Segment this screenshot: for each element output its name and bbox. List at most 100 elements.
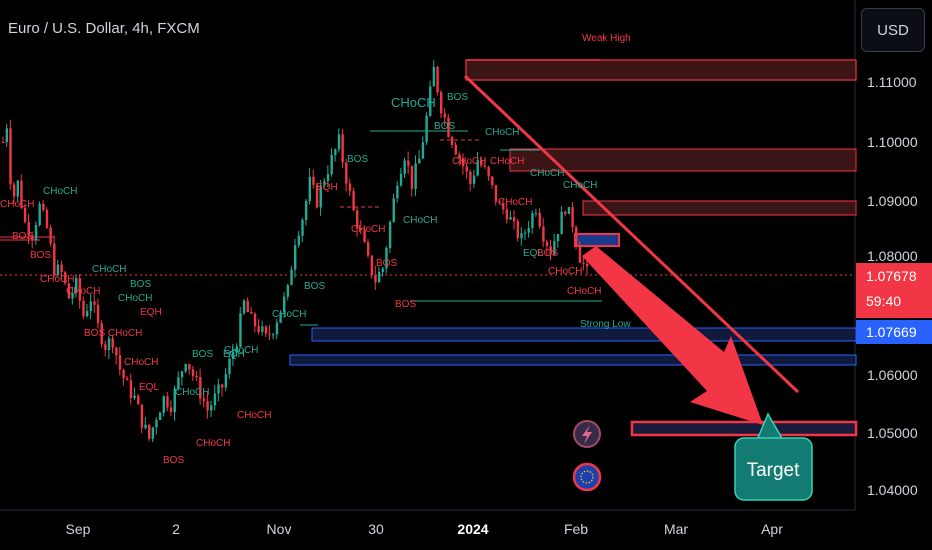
candle-body bbox=[221, 384, 224, 388]
candle-body bbox=[199, 377, 202, 399]
candle-body bbox=[158, 412, 162, 420]
price-tick-label: 1.11000 bbox=[867, 74, 917, 90]
candle-body bbox=[2, 142, 5, 143]
candle-body bbox=[443, 113, 447, 118]
candle-body bbox=[334, 149, 337, 155]
time-tick-label: Sep bbox=[66, 521, 91, 537]
svg-text:BOS: BOS bbox=[163, 455, 184, 466]
lightning-icon[interactable] bbox=[573, 420, 601, 448]
svg-text:BOS: BOS bbox=[434, 121, 455, 132]
time-axis[interactable]: Sep 2 Nov 30 2024 Feb Mar Apr bbox=[66, 521, 784, 537]
candle-body bbox=[429, 86, 432, 116]
candle-body bbox=[578, 245, 582, 263]
svg-text:CHoCH: CHoCH bbox=[403, 215, 437, 226]
candle-body bbox=[414, 163, 417, 189]
time-tick-label: Feb bbox=[564, 521, 588, 537]
small-supply-box bbox=[574, 233, 620, 247]
svg-text:BOS: BOS bbox=[130, 279, 151, 290]
price-tick-label: 1.06000 bbox=[867, 367, 918, 383]
candle-body bbox=[20, 180, 23, 208]
candle-body bbox=[304, 201, 308, 220]
svg-text:CHoCH: CHoCH bbox=[567, 286, 601, 297]
candle-body bbox=[12, 184, 16, 197]
svg-text:EQH: EQH bbox=[316, 182, 338, 193]
candle-body bbox=[432, 66, 436, 87]
time-tick-label: 2 bbox=[172, 521, 180, 537]
candle-body bbox=[308, 176, 311, 202]
eu-flag-icon[interactable] bbox=[572, 462, 602, 492]
candle-body bbox=[217, 384, 220, 394]
candle-body bbox=[279, 312, 282, 323]
svg-text:BOS: BOS bbox=[347, 154, 368, 165]
candle-body bbox=[144, 424, 147, 429]
candle-body bbox=[257, 326, 260, 332]
svg-text:EQL: EQL bbox=[523, 248, 543, 259]
candle-body bbox=[538, 212, 541, 227]
svg-text:BOS: BOS bbox=[192, 349, 213, 360]
candle-body bbox=[42, 203, 45, 211]
candle-body bbox=[388, 221, 392, 248]
candle-body bbox=[465, 166, 468, 172]
candle-body bbox=[513, 217, 516, 222]
candle-body bbox=[85, 310, 89, 317]
candle-body bbox=[82, 300, 85, 317]
candle-body bbox=[239, 313, 242, 347]
candle-body bbox=[111, 338, 114, 348]
candle-body bbox=[286, 285, 290, 297]
candle-body bbox=[367, 242, 370, 256]
candle-body bbox=[148, 424, 151, 439]
target-callout: Target bbox=[734, 412, 813, 501]
candle-body bbox=[476, 160, 479, 176]
target-label: Target bbox=[747, 460, 801, 481]
candle-body bbox=[425, 115, 428, 143]
svg-text:BOS: BOS bbox=[12, 231, 33, 242]
candle-body bbox=[34, 225, 38, 240]
svg-text:CHoCH: CHoCH bbox=[563, 180, 597, 191]
svg-text:CHoCH: CHoCH bbox=[485, 127, 519, 138]
candle-body bbox=[418, 158, 421, 164]
candle-body bbox=[319, 185, 322, 208]
candle-body bbox=[509, 217, 512, 220]
candle-body bbox=[483, 165, 487, 167]
candle-body bbox=[363, 230, 366, 243]
target-zone bbox=[630, 420, 858, 437]
candle-body bbox=[531, 213, 534, 229]
candle-body bbox=[224, 374, 228, 388]
projection-arrow bbox=[582, 246, 763, 425]
svg-text:BOS: BOS bbox=[537, 248, 558, 259]
svg-text:CHoCH: CHoCH bbox=[43, 186, 77, 197]
candle-body bbox=[78, 278, 82, 301]
candle-body bbox=[115, 347, 118, 356]
candle-body bbox=[377, 271, 381, 283]
time-tick-label: 2024 bbox=[457, 521, 488, 537]
svg-text:CHoCH: CHoCH bbox=[351, 224, 385, 235]
last-price-badge: 1.07678 59:40 bbox=[856, 263, 932, 318]
candle-body bbox=[454, 144, 457, 155]
currency-button[interactable]: USD bbox=[861, 8, 925, 52]
candle-body bbox=[133, 395, 136, 399]
price-axis[interactable]: 1.11000 1.10000 1.09000 1.08000 1.06000 1.050… bbox=[867, 74, 918, 498]
candle-body bbox=[89, 301, 92, 311]
candle-body bbox=[523, 232, 527, 234]
candle-body bbox=[118, 355, 122, 370]
svg-text:CHoCH: CHoCH bbox=[196, 438, 230, 449]
candle-body bbox=[290, 269, 293, 286]
candle-body bbox=[345, 162, 348, 184]
candle-body bbox=[16, 180, 19, 197]
svg-text:CHoCH: CHoCH bbox=[224, 345, 258, 356]
candle-body bbox=[407, 160, 410, 166]
candle-body bbox=[567, 207, 571, 214]
candle-body bbox=[137, 395, 140, 405]
candle-body bbox=[180, 371, 184, 378]
svg-text:CHoCH: CHoCH bbox=[498, 197, 532, 208]
candle-body bbox=[45, 210, 49, 228]
descending-trendline bbox=[463, 74, 800, 394]
weak-high-label: Weak High bbox=[582, 33, 631, 44]
candle-body bbox=[392, 198, 395, 222]
svg-text:CHoCH: CHoCH bbox=[0, 199, 34, 210]
candle-body bbox=[184, 364, 187, 372]
svg-text:CHoCH: CHoCH bbox=[548, 266, 582, 277]
candle-body bbox=[487, 166, 490, 177]
candle-body bbox=[104, 344, 107, 350]
